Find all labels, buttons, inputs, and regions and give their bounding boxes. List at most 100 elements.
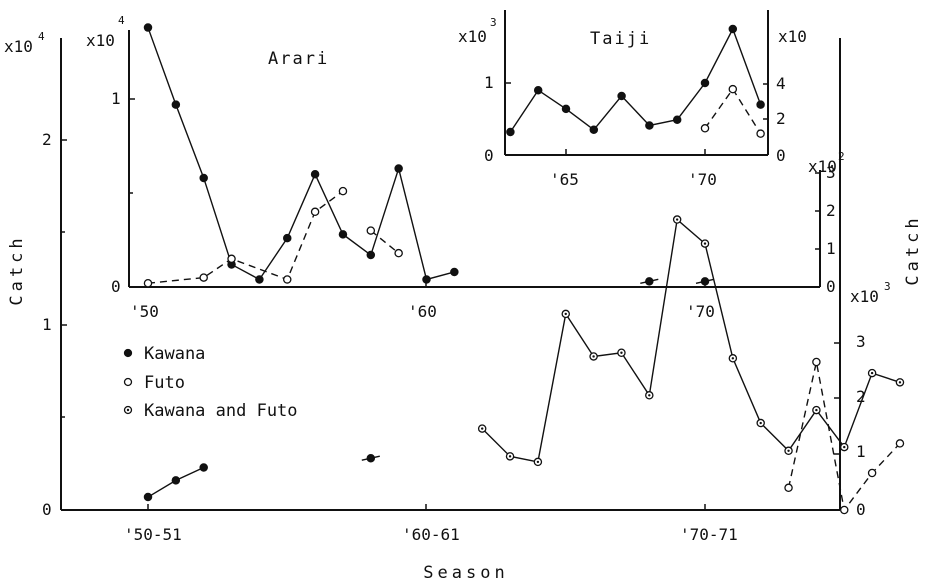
taiji-scale: x10 bbox=[458, 27, 487, 46]
arari-data-point bbox=[422, 275, 431, 284]
main-right-ytick-label: 3 bbox=[856, 332, 866, 351]
arari-data-point bbox=[700, 277, 710, 286]
main-chart: x10 4 x10 3 0 1 2 0 1 2 3 '50-51 '60-61 … bbox=[4, 30, 923, 583]
main-data-point-dot bbox=[620, 351, 623, 354]
main-ytick-label: 0 bbox=[42, 500, 52, 519]
arari-data-point bbox=[338, 186, 348, 196]
legend-label: Kawana bbox=[144, 344, 205, 364]
taiji-data-point bbox=[700, 78, 710, 88]
arari-inset: Arari x10 4 x10 2 0 1 0 1 2 3 '50 '60 '7… bbox=[86, 14, 845, 321]
taiji-data-point bbox=[756, 129, 765, 138]
arari-right-ytick-label: 3 bbox=[826, 163, 836, 182]
main-data-point-dot bbox=[508, 455, 512, 458]
main-data-point-dot bbox=[675, 218, 679, 221]
arari-data-point bbox=[143, 278, 153, 288]
taiji-data-point bbox=[672, 115, 682, 124]
main-data-point bbox=[812, 357, 821, 367]
main-left-scale-exp: 4 bbox=[38, 30, 45, 43]
arari-data-point bbox=[282, 275, 292, 284]
main-xtick-label: '50-51 bbox=[124, 525, 182, 544]
taiji-data-point bbox=[533, 85, 543, 95]
taiji-series-layer bbox=[506, 24, 765, 138]
arari-data-point bbox=[143, 23, 153, 32]
main-data-point bbox=[171, 476, 181, 485]
taiji-data-point bbox=[617, 91, 626, 101]
main-data-point-dot bbox=[536, 460, 540, 464]
main-x-title: Season bbox=[423, 563, 508, 583]
arari-data-point bbox=[310, 207, 320, 217]
main-right-ytick-label: 0 bbox=[856, 500, 866, 519]
main-right-ytick-label: 2 bbox=[856, 387, 866, 406]
arari-data-point bbox=[282, 233, 292, 243]
main-right-y-title: Catch bbox=[903, 214, 923, 285]
taiji-data-point bbox=[728, 84, 738, 94]
taiji-scale-exp: 3 bbox=[490, 16, 497, 29]
arari-data-point bbox=[366, 250, 376, 260]
arari-data-point bbox=[171, 100, 181, 109]
taiji-right-scale: x10 bbox=[778, 27, 807, 46]
taiji-data-point bbox=[756, 100, 765, 109]
main-data-point bbox=[784, 483, 793, 493]
main-data-point bbox=[366, 453, 376, 463]
arari-right-scale: x10 bbox=[808, 157, 837, 176]
main-data-point-dot bbox=[759, 421, 762, 425]
taiji-series-line bbox=[509, 27, 762, 133]
main-data-point bbox=[895, 439, 905, 448]
arari-data-point bbox=[199, 173, 208, 183]
taiji-data-point bbox=[728, 24, 738, 34]
main-data-point-dot bbox=[731, 357, 735, 360]
arari-series-line bbox=[147, 27, 455, 281]
main-series-line bbox=[787, 361, 901, 512]
main-data-point-dot bbox=[787, 449, 790, 452]
main-data-point-dot bbox=[870, 371, 874, 375]
main-data-point-dot bbox=[843, 445, 846, 449]
arari-series-line bbox=[370, 230, 400, 254]
taiji-right-ytick-label: 0 bbox=[776, 146, 786, 165]
arari-xtick-label: '50 bbox=[130, 302, 159, 321]
main-left-scale: x10 bbox=[4, 37, 33, 56]
taiji-title: Taiji bbox=[590, 29, 651, 49]
main-data-point-dot bbox=[564, 312, 567, 316]
arari-scale-exp: 4 bbox=[118, 14, 125, 27]
taiji-data-point bbox=[645, 121, 654, 130]
arari-data-point bbox=[450, 267, 459, 277]
taiji-data-point bbox=[589, 125, 599, 135]
main-series-layer bbox=[143, 215, 905, 515]
main-data-point-dot bbox=[648, 394, 651, 397]
main-xtick-label: '60-61 bbox=[402, 525, 460, 544]
taiji-right-ytick-label: 4 bbox=[776, 74, 786, 93]
legend-label: Futo bbox=[144, 373, 185, 393]
main-right-ytick-label: 1 bbox=[856, 442, 866, 461]
taiji-xtick-label: '70 bbox=[688, 170, 717, 189]
arari-title: Arari bbox=[268, 49, 329, 69]
taiji-inset: Taiji x10 3 x10 0 1 0 2 4 '65 '70 bbox=[458, 10, 807, 189]
arari-scale: x10 bbox=[86, 31, 115, 50]
arari-right-ytick-label: 0 bbox=[826, 277, 836, 296]
main-data-point-dot bbox=[703, 242, 707, 245]
arari-data-point bbox=[394, 164, 403, 173]
taiji-ytick-label: 0 bbox=[484, 146, 494, 165]
arari-ytick-label: 1 bbox=[111, 89, 121, 108]
main-data-point bbox=[867, 468, 877, 478]
main-data-point-dot bbox=[815, 408, 818, 412]
arari-data-point bbox=[366, 226, 376, 235]
arari-xtick-label: '60 bbox=[408, 302, 437, 321]
taiji-data-point bbox=[561, 104, 571, 114]
main-data-point-dot bbox=[898, 381, 902, 384]
main-data-point bbox=[199, 463, 208, 472]
arari-right-ytick-label: 1 bbox=[826, 239, 836, 258]
main-right-scale: x10 bbox=[850, 287, 879, 306]
taiji-data-point bbox=[506, 127, 515, 137]
arari-data-point bbox=[645, 277, 654, 286]
main-ytick-label: 1 bbox=[42, 315, 52, 334]
arari-series-line bbox=[147, 190, 344, 284]
taiji-xtick-label: '65 bbox=[550, 170, 579, 189]
legend: Kawana Futo Kawana and Futo bbox=[123, 344, 298, 421]
main-data-point bbox=[840, 505, 849, 515]
arari-ytick-label: 0 bbox=[111, 277, 121, 296]
main-ytick-label: 2 bbox=[42, 130, 52, 149]
arari-data-point bbox=[338, 230, 348, 239]
taiji-series-line bbox=[704, 87, 762, 135]
arari-right-scale-exp: 2 bbox=[838, 150, 845, 163]
